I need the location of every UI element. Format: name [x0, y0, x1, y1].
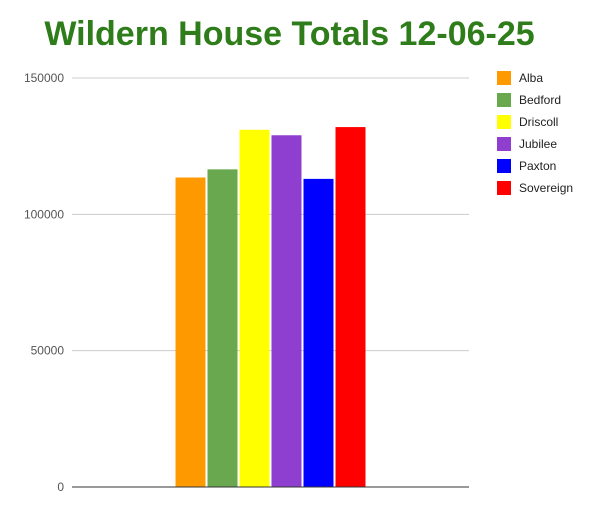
legend-label-alba: Alba [519, 71, 543, 85]
legend-swatch-alba [497, 71, 511, 85]
bar-bedford [207, 169, 238, 488]
legend-swatch-bedford [497, 93, 511, 107]
legend-label-sovereign: Sovereign [519, 181, 573, 195]
legend-swatch-paxton [497, 159, 511, 173]
y-tick-label: 100000 [24, 207, 64, 221]
bar-sovereign [335, 127, 366, 487]
bars [175, 127, 366, 488]
legend-label-driscoll: Driscoll [519, 115, 558, 129]
bar-alba [175, 177, 206, 488]
chart-title: Wildern House Totals 12-06-25 [44, 15, 535, 53]
bar-driscoll [239, 129, 270, 487]
y-tick-label: 50000 [31, 344, 65, 358]
legend-label-bedford: Bedford [519, 93, 561, 107]
bar-jubilee [271, 135, 302, 487]
legend: Alba Bedford Driscoll Jubilee Paxton Sovereig… [497, 71, 573, 195]
y-tick-label: 150000 [24, 71, 64, 85]
legend-label-paxton: Paxton [519, 159, 556, 173]
legend-swatch-jubilee [497, 137, 511, 151]
legend-label-jubilee: Jubilee [519, 137, 557, 151]
y-tick-label: 0 [57, 480, 64, 494]
bar-paxton [303, 178, 334, 488]
legend-swatch-driscoll [497, 115, 511, 129]
gridlines [72, 77, 469, 352]
y-axis-ticks: 0 50000 100000 150000 [24, 71, 64, 494]
legend-swatch-sovereign [497, 181, 511, 195]
